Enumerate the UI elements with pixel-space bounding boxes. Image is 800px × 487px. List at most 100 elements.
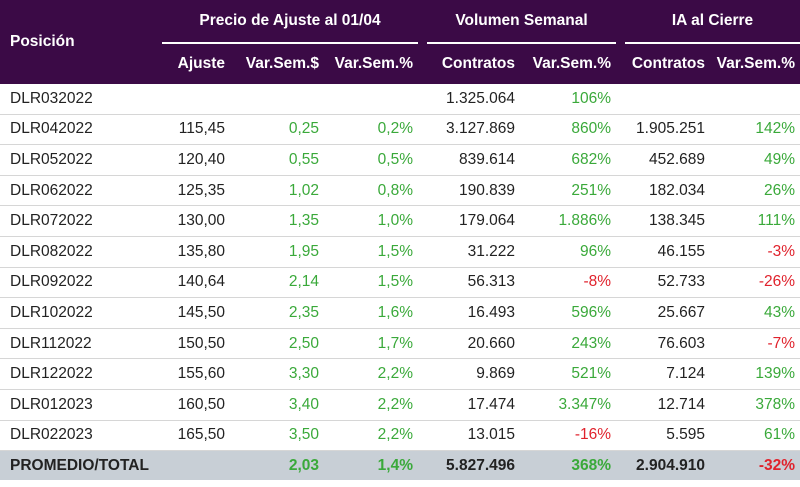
cell-vol-var: 682% (520, 144, 617, 176)
cell-ia-var: 111% (710, 205, 800, 237)
cell-ajuste (162, 84, 230, 115)
gap-cell (418, 84, 428, 115)
cell-vol-var: 96% (520, 236, 617, 268)
cell-var-usd: 0,55 (230, 144, 324, 176)
cell-vol-contratos: 1.325.064 (427, 84, 521, 115)
gap-cell (616, 175, 626, 207)
gap-cell (418, 205, 428, 237)
cell-var-pct: 1,6% (324, 297, 419, 329)
cell-ia-var: 139% (710, 358, 800, 390)
cell-posicion: DLR012023 (0, 389, 162, 421)
cell-var-pct: 1,5% (324, 236, 419, 268)
cell-ia-var: 43% (710, 297, 800, 329)
gap-cell (616, 297, 626, 329)
table-row: DLR072022 130,00 1,35 1,0% 179.064 1.886% 138.… (0, 205, 800, 237)
gap-cell (616, 389, 626, 421)
cell-posicion: DLR092022 (0, 267, 162, 299)
cell-var-usd: 0,25 (230, 114, 324, 146)
cell-ajuste: 120,40 (162, 144, 230, 176)
cell-posicion: DLR112022 (0, 328, 162, 360)
total-row: PROMEDIO/TOTAL 2,03 1,4% 5.827.496 368% 2.904… (0, 450, 800, 481)
col-header-var-pct: Var.Sem.% (324, 43, 419, 84)
cell-var-pct: 1,0% (324, 205, 419, 237)
cell-ia-contratos: 7.124 (625, 358, 711, 390)
col-header-posicion: Posición (0, 0, 162, 84)
cell-ia-var: -7% (710, 328, 800, 360)
cell-var-usd: 3,40 (230, 389, 324, 421)
gap-cell (418, 267, 428, 299)
table-row: DLR062022 125,35 1,02 0,8% 190.839 251% 182.03… (0, 175, 800, 207)
cell-ajuste (162, 450, 230, 481)
cell-var-usd: 2,03 (230, 450, 324, 481)
cell-vol-contratos: 839.614 (427, 144, 521, 176)
gap-cell (616, 358, 626, 390)
gap-cell (616, 144, 626, 176)
gap-cell (418, 114, 428, 146)
cell-ia-var: -3% (710, 236, 800, 268)
cell-vol-var: 106% (520, 84, 617, 115)
gap-cell (418, 420, 428, 452)
cell-vol-var: 368% (520, 450, 617, 481)
gap-cell (418, 297, 428, 329)
cell-ajuste: 135,80 (162, 236, 230, 268)
cell-posicion: DLR122022 (0, 358, 162, 390)
cell-ia-contratos: 12.714 (625, 389, 711, 421)
gap-cell (418, 144, 428, 176)
cell-vol-contratos: 9.869 (427, 358, 521, 390)
cell-var-usd: 3,30 (230, 358, 324, 390)
cell-ia-contratos: 25.667 (625, 297, 711, 329)
cell-var-pct: 0,2% (324, 114, 419, 146)
cell-ajuste: 140,64 (162, 267, 230, 299)
group-header-ia: IA al Cierre (625, 0, 800, 44)
table-row: DLR112022 150,50 2,50 1,7% 20.660 243% 76.603-… (0, 328, 800, 360)
col-header-vol-var: Var.Sem.% (520, 43, 617, 84)
cell-vol-var: -16% (520, 420, 617, 452)
cell-ia-var: -32% (710, 450, 800, 481)
cell-posicion: DLR022023 (0, 420, 162, 452)
cell-vol-var: 860% (520, 114, 617, 146)
cell-var-pct: 2,2% (324, 420, 419, 452)
gap-cell (616, 328, 626, 360)
cell-posicion: DLR032022 (0, 84, 162, 115)
table-row: DLR042022 115,45 0,25 0,2% 3.127.869 860% 1.90… (0, 114, 800, 146)
gap-cell (616, 450, 626, 481)
cell-vol-var: 251% (520, 175, 617, 207)
cell-vol-var: -8% (520, 267, 617, 299)
cell-ajuste: 125,35 (162, 175, 230, 207)
cell-ia-var: 49% (710, 144, 800, 176)
cell-vol-contratos: 13.015 (427, 420, 521, 452)
cell-var-pct: 1,7% (324, 328, 419, 360)
cell-var-usd: 2,35 (230, 297, 324, 329)
cell-vol-var: 3.347% (520, 389, 617, 421)
cell-vol-contratos: 56.313 (427, 267, 521, 299)
cell-var-usd: 1,95 (230, 236, 324, 268)
table-row: DLR102022 145,50 2,35 1,6% 16.493 596% 25.667 4… (0, 297, 800, 329)
gap-cell (616, 420, 626, 452)
cell-posicion: PROMEDIO/TOTAL (0, 450, 162, 481)
gap-cell (418, 175, 428, 207)
cell-posicion: DLR062022 (0, 175, 162, 207)
col-header-vol-contratos: Contratos (427, 43, 521, 84)
cell-ia-contratos: 138.345 (625, 205, 711, 237)
gap-cell (616, 267, 626, 299)
cell-vol-contratos: 3.127.869 (427, 114, 521, 146)
cell-ia-var: 378% (710, 389, 800, 421)
col-header-ia-contratos: Contratos (625, 43, 711, 84)
cell-ia-contratos: 46.155 (625, 236, 711, 268)
cell-vol-contratos: 17.474 (427, 389, 521, 421)
cell-var-usd: 1,02 (230, 175, 324, 207)
gap-cell (418, 236, 428, 268)
cell-vol-var: 521% (520, 358, 617, 390)
cell-ia-contratos: 1.905.251 (625, 114, 711, 146)
cell-vol-var: 596% (520, 297, 617, 329)
header-gap (616, 0, 626, 84)
cell-ajuste: 145,50 (162, 297, 230, 329)
cell-ia-var: -26% (710, 267, 800, 299)
cell-var-pct: 1,5% (324, 267, 419, 299)
cell-vol-contratos: 16.493 (427, 297, 521, 329)
cell-vol-contratos: 190.839 (427, 175, 521, 207)
cell-var-pct: 0,5% (324, 144, 419, 176)
table-row: DLR032022 1.325.064 106% (0, 84, 800, 115)
cell-vol-contratos: 5.827.496 (427, 450, 521, 481)
